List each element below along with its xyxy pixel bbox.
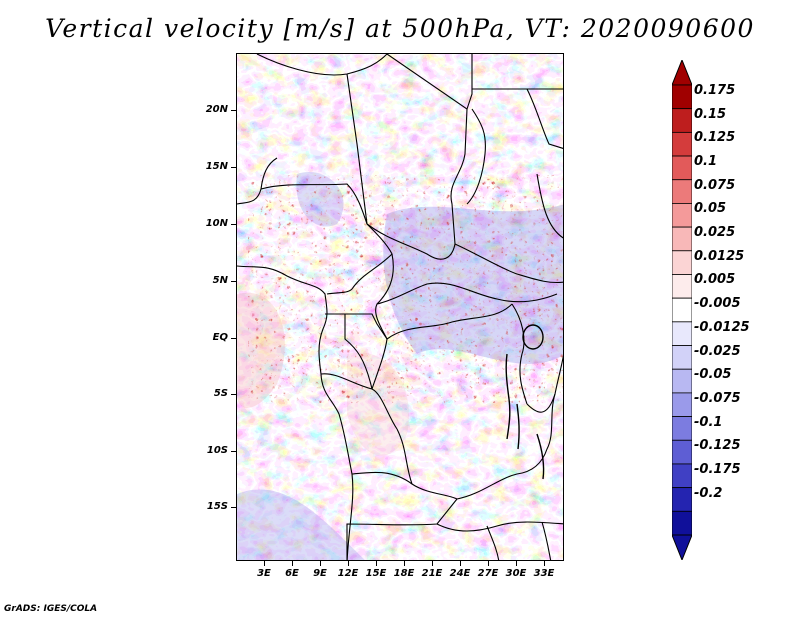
lon-tick — [320, 561, 321, 566]
colorbar-bin — [672, 463, 692, 489]
colorbar-bin — [672, 250, 692, 275]
lat-tick — [231, 451, 236, 452]
colorbar-label: 0.175 — [694, 83, 736, 98]
colorbar-bin — [672, 108, 692, 133]
lon-tick — [516, 561, 517, 566]
colorbar-label: -0.05 — [694, 367, 732, 383]
lon-label: 18E — [393, 568, 415, 579]
lon-label: 33E — [533, 568, 555, 579]
colorbar-bin — [672, 226, 692, 252]
colorbar-bin — [672, 392, 692, 417]
colorbar-label: 0.005 — [694, 272, 736, 288]
lat-tick — [231, 110, 236, 111]
colorbar-label: 0.125 — [694, 130, 736, 146]
colorbar-bin — [672, 345, 692, 370]
lat-tick — [231, 394, 236, 395]
colorbar-label: -0.2 — [694, 485, 723, 501]
lat-tick — [231, 281, 236, 282]
map-title: Vertical velocity [m/s] at 500hPa, VT: 2… — [45, 14, 755, 43]
colorbar-label: 0.1 — [694, 154, 718, 170]
lon-label: 24E — [449, 568, 471, 579]
lon-label: 12E — [337, 568, 359, 579]
lat-label: 5S — [213, 388, 228, 399]
colorbar-label: -0.1 — [694, 414, 723, 430]
colorbar-bin — [672, 297, 692, 323]
lat-label: 15N — [205, 161, 228, 172]
lat-tick — [231, 224, 236, 225]
colorbar-bin — [672, 321, 692, 346]
colorbar-label: 0.15 — [694, 106, 727, 122]
colorbar-label: -0.075 — [694, 390, 741, 406]
convective-clusters — [277, 194, 563, 384]
colorbar-bin — [672, 487, 692, 512]
map-canvas — [237, 54, 563, 560]
lon-label: 6E — [285, 568, 299, 579]
colorbar-label: -0.175 — [694, 461, 741, 477]
lat-tick — [231, 167, 236, 168]
lat-label: 10S — [206, 445, 228, 456]
credit-footer: GrADS: IGES/COLA — [4, 604, 98, 614]
lat-label: EQ — [212, 332, 228, 343]
lat-label: 15S — [206, 501, 228, 512]
lon-tick — [544, 561, 545, 566]
lat-label: 20N — [205, 104, 228, 115]
lon-label: 9E — [313, 568, 327, 579]
lon-tick — [404, 561, 405, 566]
colorbar-bin — [672, 368, 692, 394]
colorbar-label: 0.075 — [694, 177, 736, 193]
colorbar — [672, 60, 692, 560]
lon-tick — [348, 561, 349, 566]
lon-tick — [488, 561, 489, 566]
vertical-velocity-map — [236, 53, 564, 561]
lat-tick — [231, 338, 236, 339]
lat-tick — [231, 507, 236, 508]
colorbar-bin — [672, 510, 692, 536]
colorbar-label: 0.05 — [694, 201, 727, 217]
lon-label: 21E — [421, 568, 443, 579]
colorbar-label: -0.025 — [694, 343, 741, 359]
lon-label: 30E — [505, 568, 527, 579]
colorbar-bin — [672, 84, 692, 110]
colorbar-label: 0.0125 — [694, 248, 745, 264]
country-boundaries — [237, 54, 563, 560]
colorbar-bin — [672, 203, 692, 228]
lon-label: 15E — [365, 568, 387, 579]
colorbar-label: -0.005 — [694, 296, 741, 312]
colorbar-label: -0.0125 — [694, 319, 750, 335]
lon-tick — [376, 561, 377, 566]
colorbar-bin — [672, 416, 692, 441]
lat-label: 10N — [205, 218, 228, 229]
lon-tick — [460, 561, 461, 566]
colorbar-bottom-arrow — [672, 534, 692, 560]
colorbar-bin — [672, 179, 692, 204]
lat-label: 5N — [212, 275, 228, 286]
colorbar-label: 0.025 — [694, 225, 736, 241]
lon-label: 3E — [257, 568, 271, 579]
colorbar-bin — [672, 155, 692, 181]
colorbar-bin — [672, 274, 692, 299]
lon-label: 27E — [477, 568, 499, 579]
colorbar-label: -0.125 — [694, 438, 741, 454]
lon-tick — [432, 561, 433, 566]
lon-tick — [264, 561, 265, 566]
colorbar-bin — [672, 439, 692, 465]
lon-tick — [292, 561, 293, 566]
colorbar-bin — [672, 131, 692, 157]
colorbar-top-arrow — [672, 60, 692, 86]
